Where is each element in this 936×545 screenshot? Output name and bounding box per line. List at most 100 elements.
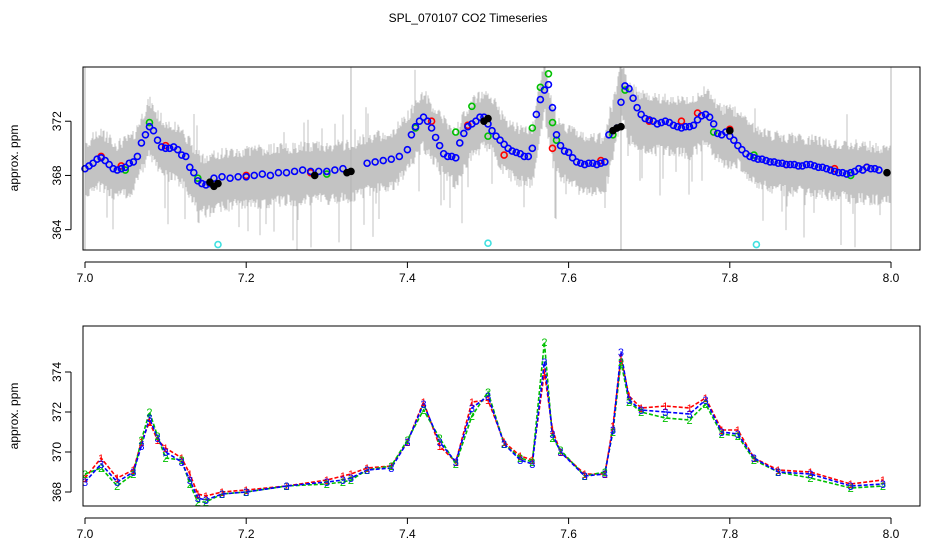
series-2-marker-label: 2 [686, 415, 692, 427]
series-3-point [339, 164, 347, 173]
series-3-point [669, 121, 678, 130]
top-panel-y-axis: 364 368 372 [50, 111, 72, 240]
series-3-point [395, 152, 404, 161]
series-3-marker-label: 3 [626, 395, 632, 407]
series-2-marker-label: 2 [618, 357, 624, 369]
series-2-marker-label: 2 [348, 475, 354, 487]
series-2-point [468, 102, 476, 111]
series-3-point [190, 168, 198, 177]
series-2-point [709, 128, 718, 136]
series-3-marker-label: 3 [179, 457, 185, 469]
x-tick-label: 7.8 [721, 271, 738, 285]
series-3-point [584, 159, 593, 168]
y-tick-label: 368 [50, 482, 64, 502]
series-3-point [532, 110, 541, 119]
series-2-point [528, 124, 537, 132]
series-3-point [693, 116, 702, 124]
x-tick-label: 7.6 [560, 527, 577, 540]
series-1-marker-label: 1 [179, 453, 185, 465]
series-3-point [556, 141, 565, 150]
series-3-point [863, 163, 871, 172]
top-panel-frame [82, 66, 921, 251]
series-3-point [415, 117, 424, 126]
series-3-point [488, 126, 496, 135]
series-2-marker-label: 2 [453, 459, 459, 471]
series-3-point [371, 158, 379, 166]
series-3-point [492, 132, 500, 140]
series-1-point [830, 164, 839, 173]
series-3-point [157, 143, 166, 151]
series-3-marker-label: 3 [420, 399, 426, 411]
series-3-point [266, 171, 275, 180]
series-3-point [645, 116, 654, 124]
series-2-marker-label: 2 [735, 431, 741, 443]
series-3-marker-label: 3 [807, 469, 813, 481]
series-3-point [822, 164, 831, 173]
series-3-point [738, 145, 746, 154]
series-3-point [814, 163, 823, 172]
series-2-point [548, 118, 557, 127]
series-1-marker-label: 1 [404, 437, 410, 449]
series-3-point [476, 113, 484, 121]
series-3-point [617, 98, 625, 107]
series-3-point [314, 167, 323, 176]
series-3-point [363, 159, 371, 168]
series-1-marker-label: 1 [437, 441, 443, 453]
series-1-marker-label: 1 [529, 455, 535, 467]
series-3-point [306, 167, 315, 176]
series-2-marker-label: 2 [219, 489, 225, 501]
series-3-marker-label: 3 [98, 459, 104, 471]
series-3-point [181, 152, 190, 161]
series-1-marker-label: 1 [618, 353, 624, 365]
series-1-marker-label: 1 [348, 469, 354, 481]
series-3-point [379, 156, 388, 165]
series-3-marker-label: 3 [437, 437, 443, 449]
series-3-point [290, 167, 299, 176]
series-1-marker-label: 1 [610, 421, 616, 433]
series-2-marker-label: 2 [388, 461, 394, 473]
series-2-marker-label: 2 [719, 429, 725, 441]
series-2-marker-label: 2 [138, 435, 144, 447]
series-3-marker-label: 3 [638, 405, 644, 417]
series-3-point [709, 120, 718, 128]
series-1-marker-label: 1 [557, 447, 563, 459]
series-2-marker-label: 2 [324, 479, 330, 491]
series-3-point [496, 136, 504, 144]
series-3-point [524, 152, 533, 161]
series-2-marker-label: 2 [130, 469, 136, 481]
series-3-point [597, 159, 605, 168]
series-3-point [790, 160, 799, 169]
series-3-point [730, 136, 738, 144]
series-2-marker-label: 2 [549, 433, 555, 445]
series-3-marker-label: 3 [219, 489, 225, 501]
series-3-point [854, 164, 863, 173]
series-3-point [117, 164, 126, 173]
series-3-marker-label: 3 [404, 437, 410, 449]
series-1-marker-label: 1 [82, 473, 88, 485]
bottom-panel-frame [82, 325, 921, 507]
series-3-point [713, 129, 722, 138]
series-2-point [145, 118, 154, 127]
series-1-marker-label: 1 [146, 417, 152, 429]
series-1-marker-label: 1 [138, 437, 144, 449]
x-tick-label: 7.4 [399, 527, 416, 540]
series-3-point [447, 152, 456, 161]
series-black-point [347, 167, 355, 176]
series-2-marker-label: 2 [420, 405, 426, 417]
series-3-point [472, 117, 480, 126]
series-2-marker-label: 2 [154, 431, 160, 443]
y-tick-label: 374 [50, 362, 64, 382]
series-3-point [782, 160, 791, 169]
series-3-point [653, 120, 662, 128]
series-1-line [84, 357, 883, 497]
series-3-marker-label: 3 [154, 433, 160, 445]
series-3-marker-label: 3 [610, 425, 616, 437]
series-3-point [145, 122, 154, 131]
series-1-marker-label: 1 [219, 487, 225, 499]
series-3-point [810, 162, 819, 170]
series-1-marker-label: 1 [848, 479, 854, 491]
series-1-marker-label: 1 [602, 469, 608, 481]
series-1-marker-label: 1 [469, 397, 475, 409]
series-1-marker-label: 1 [549, 425, 555, 437]
